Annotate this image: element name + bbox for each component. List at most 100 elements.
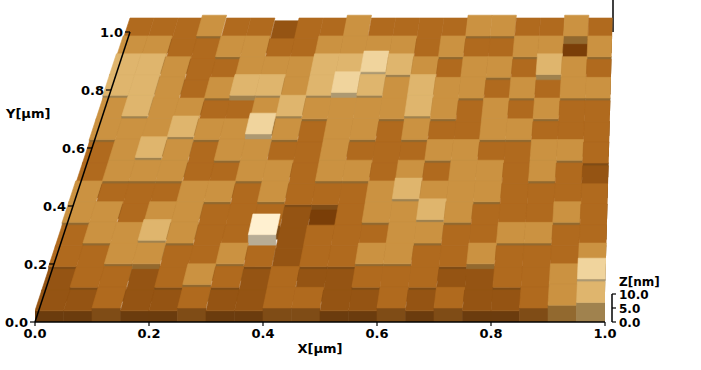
cell-top [392, 18, 420, 39]
y-tick-label: 0.2 [24, 257, 47, 272]
cell-top [331, 72, 360, 93]
cell-top [498, 204, 527, 225]
cell-top [369, 163, 399, 184]
cell-top [349, 290, 381, 311]
cell-top [258, 181, 289, 202]
surface-cell [463, 290, 493, 322]
cell-top [406, 290, 437, 311]
cell-top [555, 163, 583, 184]
cell-top [265, 39, 294, 60]
cell-top [154, 77, 185, 98]
cell-top [441, 18, 468, 39]
cell-top [392, 178, 422, 199]
cell-top [244, 246, 276, 267]
cell-top [311, 184, 342, 205]
cell-top [458, 77, 486, 98]
cell-top [582, 166, 609, 187]
cell-top [490, 15, 516, 36]
cell-top [583, 142, 610, 163]
cell-top [379, 98, 408, 119]
cell-top [355, 243, 386, 264]
cell-top [584, 122, 611, 143]
cell-top [171, 202, 203, 223]
cell-top [524, 222, 553, 243]
cell-top [425, 139, 454, 160]
z-tick-label: 0.0 [619, 316, 640, 330]
cell-top [121, 290, 155, 311]
cell-side [206, 311, 235, 322]
cell-top [422, 163, 451, 184]
cell-top [276, 228, 308, 249]
cell-top [416, 199, 446, 220]
cell-top [449, 160, 478, 181]
cell-top [360, 51, 388, 72]
cell-top [240, 36, 270, 57]
cell-top [419, 181, 448, 202]
x-tick-label: 0.4 [251, 326, 274, 341]
cell-top [577, 258, 606, 279]
cell-top [561, 57, 587, 78]
surface-cell [577, 282, 606, 322]
cell-top [285, 184, 316, 205]
y-tick [106, 89, 111, 90]
cell-top [335, 204, 366, 225]
cell-top [177, 181, 209, 202]
cell-top [320, 290, 352, 311]
cell-top [128, 75, 160, 96]
cell-top [352, 267, 383, 288]
cell-top [135, 137, 167, 158]
cell-top [331, 225, 362, 246]
cell-top [315, 36, 344, 57]
cell-side [434, 308, 463, 322]
surface-cell [548, 284, 577, 322]
cell-top [327, 246, 358, 267]
cell-top [166, 222, 199, 243]
cell-top [353, 98, 382, 119]
cell-top [398, 142, 427, 163]
x-tick-label: 1.0 [593, 326, 616, 341]
cell-side [320, 311, 349, 322]
cell-top [315, 160, 345, 181]
cell-top [193, 225, 225, 246]
y-tick-label: 1.0 [100, 25, 123, 40]
cell-top [500, 184, 528, 205]
cell-top [502, 163, 530, 184]
cell-top [343, 15, 371, 36]
cell-side [349, 311, 378, 322]
cell-top [587, 36, 612, 57]
cell-side [577, 302, 606, 322]
y-tick-label: 0.6 [62, 141, 85, 156]
y-tick [87, 147, 92, 148]
x-axis-line [35, 321, 605, 323]
cell-top [438, 36, 465, 57]
cell-top [239, 269, 271, 290]
cell-side [64, 311, 93, 322]
cell-top [577, 282, 606, 303]
cell-top [526, 204, 554, 225]
cell-top [310, 54, 339, 75]
cell-top [357, 75, 386, 96]
cell-top [558, 122, 585, 143]
cell-top [509, 77, 536, 98]
cell-top [395, 160, 424, 181]
cell-top [167, 116, 199, 137]
y-axis-title: Y[μm] [5, 106, 50, 121]
cell-top [160, 246, 193, 267]
cell-top [178, 287, 211, 308]
cell-top [496, 222, 525, 243]
cell-side [491, 311, 520, 322]
x-tick-label: 0.6 [365, 326, 388, 341]
cell-top [138, 220, 171, 241]
axes: 0.00.20.40.60.81.0X[μm]0.00.20.40.60.81.… [5, 25, 660, 356]
surface-cell [263, 287, 295, 322]
cell-side [121, 311, 150, 322]
cell-side [263, 308, 292, 322]
cell-top [506, 119, 534, 140]
cell-top [408, 75, 436, 96]
cell-top [386, 222, 416, 243]
cell-top [245, 113, 276, 134]
cell-top [240, 139, 271, 160]
cell-top [263, 287, 295, 308]
cell-top [132, 243, 165, 264]
cell-top [206, 290, 239, 311]
